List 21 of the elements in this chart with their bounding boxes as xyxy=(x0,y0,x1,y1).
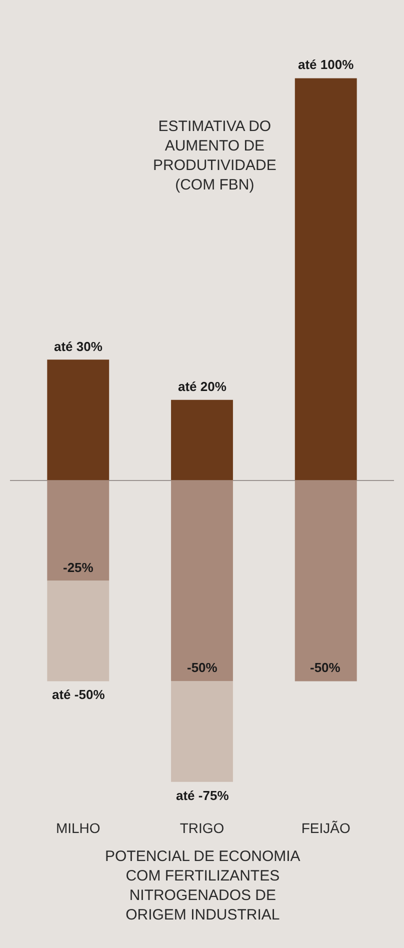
data-label: até 30% xyxy=(54,339,103,354)
annotation: ESTIMATIVA DO AUMENTO DE PRODUTIVIDADE (COM FBN) xyxy=(153,118,276,194)
data-label: -50% xyxy=(310,660,341,675)
bar xyxy=(294,78,357,480)
data-label: até 20% xyxy=(178,379,227,394)
annotation: até -75% xyxy=(176,788,230,803)
x-tick-label: MILHO xyxy=(56,820,100,836)
bar xyxy=(294,480,357,682)
bar xyxy=(171,480,233,682)
data-label: -25% xyxy=(63,560,94,575)
data-label: até 100% xyxy=(298,57,354,72)
x-tick-label: FEIJÃO xyxy=(301,820,350,836)
bar xyxy=(171,681,233,782)
bar xyxy=(171,400,233,480)
text: POTENCIAL DE ECONOMIA COM FERTILIZANTES NITROGENADOS DE ORIGEM INDUSTRIAL xyxy=(105,848,300,924)
x-tick-label: TRIGO xyxy=(180,820,224,836)
bar xyxy=(47,360,110,480)
data-label: -50% xyxy=(187,660,218,675)
annotation: até -50% xyxy=(52,687,106,702)
bar xyxy=(47,480,110,581)
bar xyxy=(47,580,110,682)
